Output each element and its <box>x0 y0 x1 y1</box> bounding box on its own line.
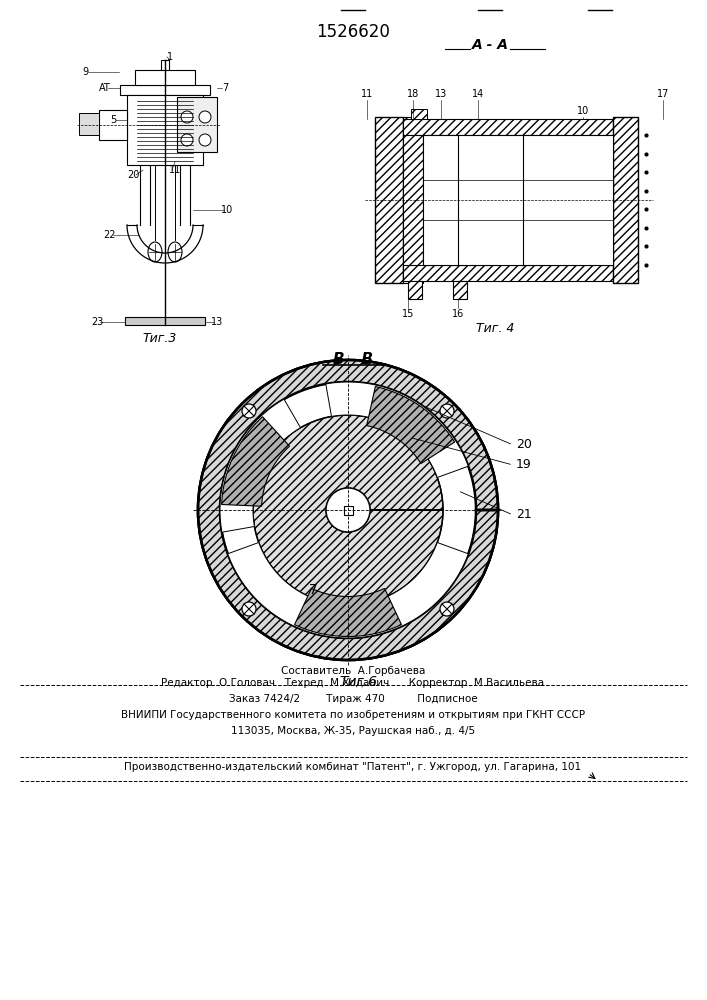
Text: 113035, Москва, Ж-35, Раушская наб., д. 4/5: 113035, Москва, Ж-35, Раушская наб., д. … <box>231 726 475 736</box>
Text: 7: 7 <box>309 583 317 597</box>
Bar <box>99 110 127 140</box>
Text: 20: 20 <box>516 438 532 452</box>
Text: 13: 13 <box>435 89 447 99</box>
Text: 13: 13 <box>211 317 223 327</box>
Ellipse shape <box>168 242 182 262</box>
Text: 11: 11 <box>169 165 181 175</box>
Bar <box>453 281 467 299</box>
Bar <box>411 109 427 119</box>
Text: 1: 1 <box>167 52 173 62</box>
Text: ВНИИПИ Государственного комитета по изобретениям и открытиям при ГКНТ СССР: ВНИИПИ Государственного комитета по изоб… <box>121 710 585 720</box>
Text: Τиг.3: Τиг.3 <box>143 332 177 346</box>
Polygon shape <box>295 588 402 636</box>
Polygon shape <box>367 386 455 464</box>
Polygon shape <box>326 382 468 478</box>
Circle shape <box>242 602 256 616</box>
Bar <box>403 119 613 135</box>
Text: 20: 20 <box>127 170 139 180</box>
Circle shape <box>326 488 370 532</box>
Text: Производственно-издательский комбинат "Патент", г. Ужгород, ул. Гагарина, 101: Производственно-издательский комбинат "П… <box>124 762 582 772</box>
Text: 10: 10 <box>221 205 233 215</box>
Text: A - A: A - A <box>472 38 508 52</box>
Bar <box>403 265 613 281</box>
Bar <box>423 135 613 265</box>
Text: Составитель  А.Горбачева: Составитель А.Горбачева <box>281 666 425 676</box>
Text: B - B: B - B <box>333 353 373 367</box>
Text: Τиг.6: Τиг.6 <box>339 675 377 689</box>
Polygon shape <box>221 417 290 506</box>
Polygon shape <box>198 360 498 660</box>
Circle shape <box>181 111 193 123</box>
Text: 9: 9 <box>82 67 88 77</box>
Circle shape <box>181 134 193 146</box>
Bar <box>120 85 210 95</box>
Text: 14: 14 <box>472 89 484 99</box>
Circle shape <box>199 111 211 123</box>
Bar <box>125 317 205 325</box>
Bar <box>344 506 353 514</box>
Circle shape <box>440 404 454 418</box>
Text: Τиг. 4: Τиг. 4 <box>476 322 514 336</box>
Circle shape <box>198 360 498 660</box>
Bar <box>408 281 422 299</box>
Polygon shape <box>220 399 300 532</box>
Circle shape <box>242 404 256 418</box>
Polygon shape <box>228 542 468 638</box>
Text: Заказ 7424/2        Тираж 470          Подписное: Заказ 7424/2 Тираж 470 Подписное <box>228 694 477 704</box>
Bar <box>127 95 203 165</box>
Text: Редактор  О.Головач   Техред  М.Ходанич      Корректор  М.Васильева: Редактор О.Головач Техред М.Ходанич Корр… <box>161 678 544 688</box>
Circle shape <box>440 602 454 616</box>
Text: 5: 5 <box>110 115 116 125</box>
Bar <box>613 117 638 283</box>
Bar <box>177 97 217 152</box>
Bar <box>79 113 99 135</box>
Text: 11: 11 <box>361 89 373 99</box>
Bar <box>375 117 403 283</box>
Text: 16: 16 <box>452 309 464 319</box>
Text: 19: 19 <box>516 458 532 472</box>
Text: 7: 7 <box>222 83 228 93</box>
Text: 18: 18 <box>407 89 419 99</box>
Text: 21: 21 <box>516 508 532 522</box>
Text: 17: 17 <box>657 89 670 99</box>
Bar <box>161 60 169 72</box>
Text: 15: 15 <box>402 309 414 319</box>
Bar <box>403 117 423 283</box>
Text: 22: 22 <box>104 230 116 240</box>
Text: 23: 23 <box>90 317 103 327</box>
Circle shape <box>199 134 211 146</box>
Text: 10: 10 <box>577 106 589 116</box>
Text: 1526620: 1526620 <box>316 23 390 41</box>
Text: AT: AT <box>99 83 111 93</box>
Polygon shape <box>253 415 443 605</box>
Ellipse shape <box>148 242 162 262</box>
Bar <box>135 70 195 85</box>
